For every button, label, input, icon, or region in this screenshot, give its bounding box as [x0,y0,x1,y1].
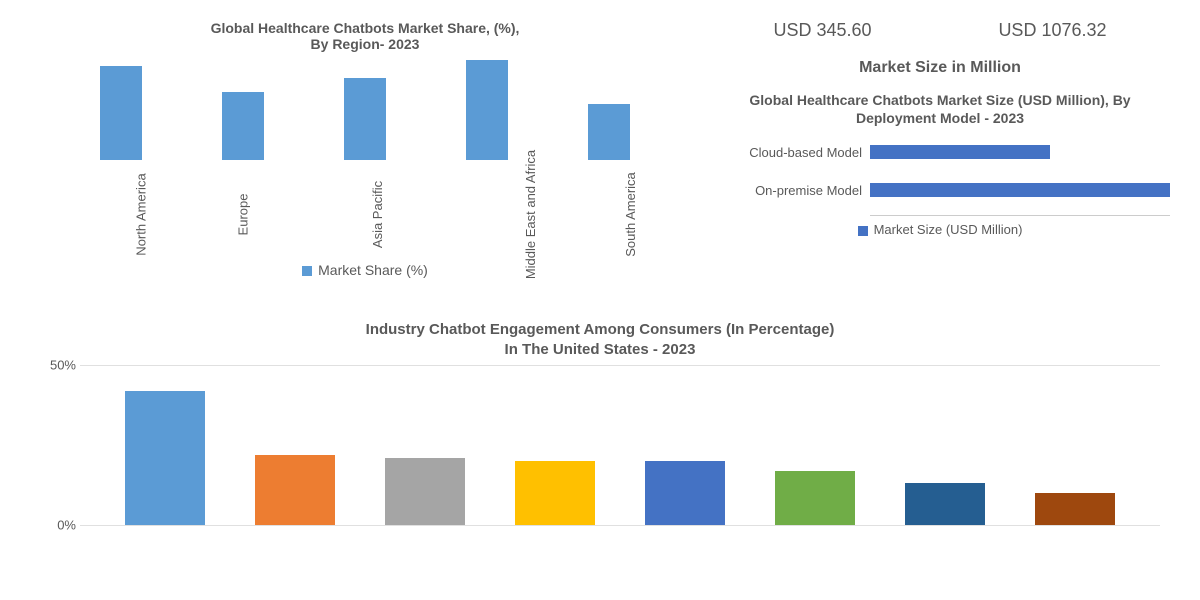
engagement-bar [645,461,725,525]
region-bar-label: Asia Pacific [344,164,386,182]
region-bar-label: North America [100,164,142,182]
engagement-bar [515,461,595,525]
engagement-chart-title: Industry Chatbot Engagement Among Consum… [40,320,1160,359]
region-chart: North America Europe Asia Pacific Middle Ea… [40,60,690,260]
region-chart-title: Global Healthcare Chatbots Market Share,… [40,20,690,52]
deployment-chart: Cloud-based Model On-premise Model [710,139,1170,203]
deployment-chart-legend: Market Size (USD Million) [710,222,1170,237]
engagement-chart-container: Industry Chatbot Engagement Among Consum… [0,320,1200,525]
deployment-bar-row: On-premise Model [710,177,1170,203]
deployment-legend-swatch [858,226,868,236]
usd-value-right: USD 1076.32 [998,20,1106,41]
deployment-bar-track [870,183,1170,197]
deployment-legend-label: Market Size (USD Million) [874,222,1023,237]
region-legend-label: Market Share (%) [318,262,428,278]
region-bar-label: Europe [222,164,264,182]
region-bar [222,92,264,160]
engagement-y-tick: 0% [57,518,76,533]
region-bar [344,78,386,160]
engagement-gridline [80,525,1160,526]
deployment-chart-title: Global Healthcare Chatbots Market Size (… [710,91,1170,127]
deployment-bar-row: Cloud-based Model [710,139,1170,165]
region-chart-container: Global Healthcare Chatbots Market Share,… [0,0,700,320]
market-size-heading: Market Size in Million [710,59,1170,77]
engagement-bar [775,471,855,525]
usd-values-row: USD 345.60 USD 1076.32 [710,20,1170,41]
region-legend-swatch [302,266,312,276]
region-bar [466,60,508,160]
deployment-bar-label: On-premise Model [710,183,870,198]
engagement-chart: 0%50% [80,365,1160,525]
region-bar [588,104,630,160]
usd-value-left: USD 345.60 [773,20,871,41]
region-bar-label: Middle East and Africa [466,164,508,182]
deployment-bar-label: Cloud-based Model [710,145,870,160]
region-bar [100,66,142,160]
engagement-bar [255,455,335,525]
engagement-bar [1035,493,1115,525]
engagement-bar [385,458,465,525]
region-bar-label: South America [588,164,630,182]
right-panel: USD 345.60 USD 1076.32 Market Size in Mi… [700,0,1200,320]
deployment-bar [870,183,1170,197]
engagement-y-tick: 50% [50,358,76,373]
region-chart-legend: Market Share (%) [40,262,690,278]
deployment-bar [870,145,1050,159]
engagement-bar [905,483,985,525]
deployment-bar-track [870,145,1170,159]
engagement-y-axis: 0%50% [40,365,80,525]
engagement-bar [125,391,205,525]
deployment-chart-axis [870,215,1170,216]
